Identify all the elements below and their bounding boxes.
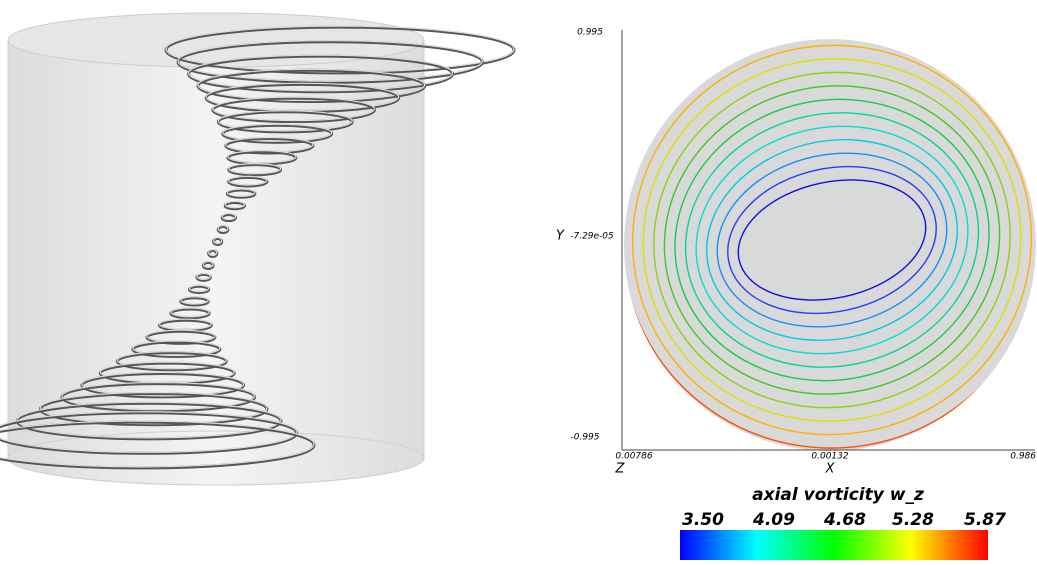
ring-highlight [224,200,246,209]
z-axis-label: Z [615,462,626,477]
ring-highlight [170,307,210,318]
ring-highlight [16,401,282,439]
colorbar-tick: 4.09 [752,510,795,530]
y-axis-label: Y [556,229,565,244]
ring-highlight [212,96,376,122]
ring-highlight [177,40,483,82]
ring-highlight [188,284,210,293]
ring-highlight [212,236,223,245]
ring-highlight [228,175,268,186]
x-axis-label: X [825,462,836,477]
ring-highlight [188,54,454,92]
contour-line [705,139,959,341]
ring-highlight [208,248,218,257]
ring-highlight [217,110,353,132]
vortex-rings [0,25,516,470]
ring-highlight [217,224,229,233]
contour-line [727,165,937,315]
ring-highlight [202,260,214,269]
ring-highlight [132,340,221,357]
colorbar [680,530,988,560]
x-tick-label: 0.00132 [811,452,848,462]
colorbar-tick: 4.68 [823,510,866,530]
ring-highlight [227,150,297,164]
ring-highlight [222,123,333,142]
contour-line [663,85,1001,395]
contour-line [684,112,980,368]
colorbar-tick: 3.50 [682,510,724,530]
ring-highlight [81,371,245,397]
ring-highlight [196,272,211,281]
y-tick-label: -7.29e-05 [570,232,614,242]
colorbar-tick: 5.28 [892,510,934,530]
ring-highlight [180,296,209,305]
colorbar-title: axial vorticity w_z [752,485,924,505]
y-tick-label: 0.995 [577,28,603,38]
ring-highlight [116,351,227,370]
ring-highlight [61,381,256,411]
ring-highlight [228,162,282,175]
ring-highlight [39,391,268,425]
ring-highlight [221,212,237,221]
contour-line [695,125,969,355]
ring-highlight [205,82,400,112]
contour-field [624,39,1036,451]
ring-highlight [158,318,212,331]
ring-highlight [226,188,256,197]
ring-highlight [197,68,426,102]
contour-line [642,58,1022,422]
contour-line [716,152,948,328]
ring-highlight [0,411,298,453]
ring-highlight [0,420,315,468]
contour-line [653,71,1011,409]
x-tick-label: 0.00786 [615,452,652,462]
x-tick-label: 0.986 [1010,452,1036,462]
contour-line [674,98,990,382]
cylinder-render [7,12,425,486]
colorbar-tick: 5.87 [964,510,1006,530]
contour-line [737,179,927,301]
contour-line [631,44,1033,436]
y-tick-label: -0.995 [570,433,599,443]
